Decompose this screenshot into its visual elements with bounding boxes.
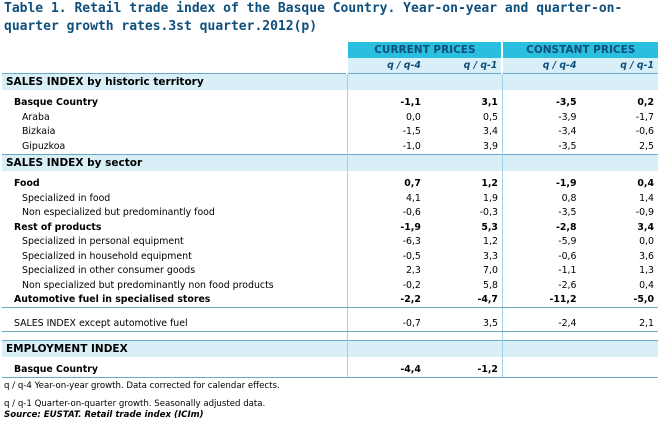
table-row: Specialized in household equipment -0,5 … — [22, 249, 654, 264]
section-label: EMPLOYMENT INDEX — [2, 339, 348, 357]
section-label: SALES INDEX by sector — [2, 153, 348, 171]
table-row: Basque Country -4,4 -1,2 — [2, 362, 658, 378]
table-row: Non specialized but predominantly non fo… — [22, 278, 654, 293]
section-territory: SALES INDEX by historic territory — [2, 72, 658, 90]
section-sector: SALES INDEX by sector — [2, 153, 658, 171]
header-constant-prices: CONSTANT PRICES — [501, 42, 658, 58]
table-title: Table 1. Retail trade index of the Basqu… — [4, 1, 623, 34]
header-current-prices: CURRENT PRICES — [346, 42, 503, 58]
table-row: Specialized in personal equipment -6,3 1… — [22, 234, 654, 249]
table-row: Bizkaia -1,5 3,4 -3,4 -0,6 — [22, 124, 654, 139]
header-current-qoq: q / q-1 — [424, 58, 503, 73]
table-row: Basque Country -1,1 3,1 -3,5 0,2 — [14, 95, 654, 110]
source-note: Source: EUSTAT. Retail trade index (ICIm… — [4, 410, 204, 420]
retail-trade-table: CURRENT PRICES CONSTANT PRICES q / q-4 q… — [2, 42, 658, 378]
note-qoq: q / q-1 Quarter-on-quarter growth. Seaso… — [4, 399, 266, 409]
table-row: Food 0,7 1,2 -1,9 0,4 — [14, 176, 654, 191]
table-row: Rest of products -1,9 5,3 -2,8 3,4 — [14, 220, 654, 235]
table-row: Araba 0,0 0,5 -3,9 -1,7 — [22, 110, 654, 125]
table-row: Specialized in food 4,1 1,9 0,8 1,4 — [22, 191, 654, 206]
header-row-groups: CURRENT PRICES CONSTANT PRICES — [2, 42, 658, 58]
table-row: Automotive fuel in specialised stores -2… — [2, 292, 658, 308]
table-row: Specialized in other consumer goods 2,3 … — [22, 263, 654, 278]
table-row: SALES INDEX except automotive fuel -0,7 … — [2, 316, 658, 332]
header-current-yoy: q / q-4 — [346, 58, 425, 73]
header-constant-qoq: q / q-1 — [580, 58, 658, 73]
section-label: SALES INDEX by historic territory — [2, 72, 348, 90]
section-employment: EMPLOYMENT INDEX — [2, 339, 658, 357]
note-yoy: q / q-4 Year-on-year growth. Data correc… — [4, 381, 280, 391]
table-row: Gipuzkoa -1,0 3,9 -3,5 2,5 — [2, 139, 658, 154]
header-row-subcolumns: q / q-4 q / q-1 q / q-4 q / q-1 — [2, 58, 658, 73]
table-row: Non especialized but predominantly food … — [22, 205, 654, 220]
header-constant-yoy: q / q-4 — [501, 58, 581, 73]
